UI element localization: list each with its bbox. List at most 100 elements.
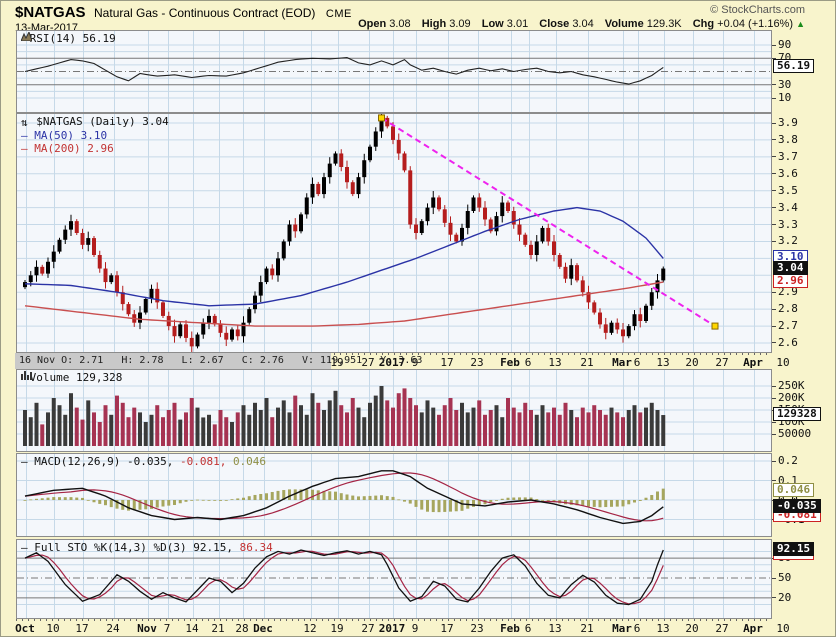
- rsi-panel[interactable]: RSI(14) 56.19: [16, 30, 772, 113]
- main-axis-label: 3.4: [772, 201, 798, 214]
- main-axis-label: 2.8: [772, 302, 798, 315]
- sto-d-value: 86.34: [239, 541, 273, 554]
- date-tick-label: 10: [46, 622, 60, 635]
- main-value-box: 2.96: [773, 274, 808, 289]
- date-tick-label: 21: [211, 622, 225, 635]
- date-tick-label: 6: [633, 356, 641, 369]
- macd-panel[interactable]: — MACD(12,26,9) -0.035, -0.081, 0.046: [16, 453, 772, 537]
- ma50-dash-icon: —: [21, 129, 28, 142]
- date-tick-label: 17: [75, 622, 89, 635]
- macd-signal-value: -0.081,: [179, 455, 227, 468]
- ma200-legend-text: MA(200) 2.96: [34, 142, 114, 155]
- date-tick-label: 28: [235, 622, 249, 635]
- date-tick-label: Feb: [500, 356, 520, 369]
- trendline[interactable]: [380, 117, 716, 327]
- date-tick-label: 13: [548, 622, 562, 635]
- date-tick-label: 19: [330, 356, 344, 369]
- main-axis-label: 3.3: [772, 218, 798, 231]
- date-tick-label: 27: [361, 622, 375, 635]
- chart-header: © StockCharts.com $NATGAS Natural Gas - …: [15, 4, 805, 21]
- price-plot[interactable]: [17, 114, 771, 352]
- main-axis-label: 2.6: [772, 336, 798, 349]
- date-tick-label: 19: [330, 622, 344, 635]
- low-value: 3.01: [506, 18, 529, 30]
- high-value: 3.09: [449, 18, 471, 30]
- volume-plot[interactable]: [17, 370, 771, 451]
- rsi-legend-text: RSI(14) 56.19: [29, 32, 116, 45]
- sto-k-value: 92.15,: [193, 541, 233, 554]
- main-axis-label: 2.9: [772, 285, 798, 298]
- macd-value: -0.035,: [126, 455, 174, 468]
- macd-plot[interactable]: [17, 454, 771, 536]
- date-tick-label: 12: [303, 622, 317, 635]
- trendline-handle[interactable]: [711, 322, 719, 330]
- date-tick-label: 2017: [378, 356, 406, 369]
- main-axis-label: 3.7: [772, 150, 798, 163]
- instrument-name: Natural Gas - Continuous Contract (EOD): [94, 6, 316, 20]
- date-tick-label: 13: [656, 356, 670, 369]
- ma200-dash-icon: —: [21, 142, 28, 155]
- close-value: 3.04: [572, 18, 594, 30]
- macd-legend: — MACD(12,26,9) -0.035, -0.081, 0.046: [21, 455, 266, 468]
- sto-legend-text: Full STO %K(14,3) %D(3): [34, 541, 187, 554]
- rsi-plot[interactable]: [17, 31, 771, 112]
- volume-label: Volume: [604, 18, 644, 30]
- date-tick-label: Dec: [253, 622, 273, 635]
- rsi-axis-label: 10: [772, 91, 791, 104]
- high-label: High: [421, 18, 447, 30]
- main-axis-label: 2.7: [772, 319, 798, 332]
- sto-value-box: 92.15: [773, 542, 815, 556]
- date-tick-label: 10: [776, 356, 790, 369]
- date-tick-label: 6: [524, 622, 532, 635]
- trendline-handle[interactable]: [378, 114, 385, 122]
- date-tick-label: 20: [685, 622, 699, 635]
- stochastics-panel[interactable]: — Full STO %K(14,3) %D(3) 92.15, 86.34: [16, 539, 772, 619]
- date-tick-label: 23: [470, 622, 484, 635]
- date-tick-label: 9: [411, 356, 419, 369]
- sto-axis-label: 50: [772, 571, 791, 584]
- price-legend-text: $NATGAS (Daily) 3.04: [36, 115, 169, 128]
- date-tick-label: 10: [776, 622, 790, 635]
- main-axis-label: 3.5: [772, 184, 798, 197]
- sto-plot[interactable]: [17, 540, 771, 618]
- stockcharts-credit: © StockCharts.com: [710, 4, 805, 16]
- low-label: Low: [481, 18, 504, 30]
- macd-value-box: 0.046: [773, 483, 815, 498]
- date-tick-label: 21: [580, 622, 594, 635]
- price-legend: ⇅ $NATGAS (Daily) 3.04 — MA(50) 3.10 — M…: [21, 115, 169, 155]
- right-axis: 90 70 30 10 3.9 3.8 3.7 3.6 3.5 3.4 3.3 3.2 2.9 2.8 2.…: [771, 1, 835, 636]
- date-tick-label: 24: [106, 622, 120, 635]
- price-panel[interactable]: ⇅ $NATGAS (Daily) 3.04 — MA(50) 3.10 — M…: [16, 113, 772, 353]
- date-tick-label: Mar: [612, 622, 632, 635]
- date-tick-label: 17: [440, 622, 454, 635]
- macd-value-box: -0.035: [773, 498, 821, 513]
- date-tick-label: 23: [470, 356, 484, 369]
- date-tick-label: Mar: [612, 356, 632, 369]
- date-tick-label: Apr: [743, 356, 763, 369]
- main-axis-label: 3.9: [772, 116, 798, 129]
- exchange-label: CME: [325, 8, 352, 20]
- date-tick-label: 13: [656, 622, 670, 635]
- sto-dash-icon: —: [21, 541, 28, 554]
- date-tick-label: Nov: [137, 622, 157, 635]
- macd-dash-icon: —: [21, 455, 28, 468]
- date-tick-label: 20: [685, 356, 699, 369]
- crosshair-info-box: 16 Nov O: 2.71 H: 2.78 L: 2.67 C: 2.76 V…: [15, 353, 422, 369]
- volume-panel[interactable]: Volume 129,328: [16, 369, 772, 452]
- rsi-legend: RSI(14) 56.19: [21, 32, 116, 45]
- main-axis-label: 3.2: [772, 234, 798, 247]
- ma50-legend-text: MA(50) 3.10: [34, 129, 108, 142]
- quote-summary: Open 3.08 High 3.09 Low 3.01 Close 3.04 …: [350, 18, 805, 30]
- vol-axis-label: 50000: [772, 427, 811, 440]
- open-label: Open: [358, 18, 387, 30]
- main-axis-label: 3.8: [772, 133, 798, 146]
- sto-legend: — Full STO %K(14,3) %D(3) 92.15, 86.34: [21, 541, 273, 554]
- date-tick-label: 21: [580, 356, 594, 369]
- main-value-box: 3.04: [773, 260, 808, 275]
- vol-axis-label: 200K: [772, 391, 805, 404]
- date-tick-label: Apr: [743, 622, 763, 635]
- chg-up-arrow-icon: ▲: [796, 19, 805, 29]
- volume-value: 129.3K: [646, 18, 682, 30]
- volume-legend-text: Volume 129,328: [29, 371, 123, 384]
